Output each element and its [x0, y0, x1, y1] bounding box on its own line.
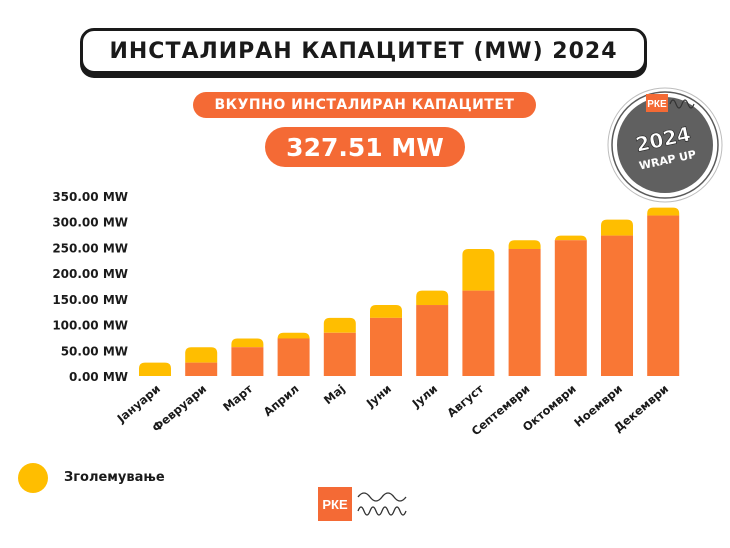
y-tick-label: 150.00 MW: [52, 293, 128, 307]
y-tick-label: 300.00 MW: [52, 216, 128, 230]
y-tick-label: 0.00 MW: [69, 370, 128, 384]
x-tick-label: Април: [261, 382, 302, 419]
wrap-up-badge: РКЕ 2024 WRAP UP: [607, 87, 723, 203]
bar-increase: [323, 317, 356, 333]
total-value: 327.51 MW: [286, 132, 444, 162]
bar-increase: [370, 305, 402, 318]
bar-increase: [416, 290, 449, 306]
bar-increase: [139, 362, 171, 376]
legend-label: Зголемување: [64, 470, 165, 485]
legend-swatch-increase: [18, 463, 48, 493]
bar-base: [554, 240, 587, 376]
x-tick-label: Август: [444, 381, 486, 420]
bar-increase: [508, 240, 541, 249]
bar-base: [185, 362, 218, 376]
x-tick-label: Јули: [409, 382, 440, 412]
bar-increase: [462, 248, 495, 291]
bar-base: [647, 215, 680, 376]
bar-increase: [647, 207, 680, 216]
subtitle-pill: ВКУПНО ИНСТАЛИРАН КАПАЦИТЕТ: [193, 92, 536, 118]
bar-base: [508, 248, 541, 376]
bar-base: [370, 317, 402, 376]
y-tick-label: 200.00 MW: [52, 267, 128, 281]
bar-base: [462, 290, 495, 376]
bar-base: [277, 338, 310, 376]
x-tick-label: Мај: [321, 382, 348, 408]
x-tick-label: Март: [220, 381, 255, 414]
chart-title: ИНСТАЛИРАН КАПАЦИТЕТ (MW) 2024: [109, 38, 618, 64]
bar-chart: 0.00 MW 50.00 MW 100.00 MW 150.00 MW 200.00 …: [52, 190, 680, 438]
bar-base: [416, 305, 449, 376]
y-tick-label: 100.00 MW: [52, 319, 128, 333]
title-box: ИНСТАЛИРАН КАПАЦИТЕТ (MW) 2024: [80, 28, 647, 74]
y-tick-label: 350.00 MW: [52, 190, 128, 204]
badge-brand: РКЕ: [647, 99, 667, 110]
bar-increase: [277, 332, 310, 339]
bar-increase: [185, 347, 218, 363]
logo-brand: РКЕ: [322, 497, 348, 512]
bar-base: [323, 332, 356, 376]
y-tick-label: 50.00 MW: [61, 344, 128, 358]
rke-logo: РКЕ: [318, 487, 407, 521]
bar-increase: [554, 235, 587, 242]
x-tick-label: Јуни: [363, 382, 394, 411]
bar-increase: [601, 219, 633, 236]
total-pill: 327.51 MW: [265, 127, 465, 167]
y-tick-label: 250.00 MW: [52, 241, 128, 255]
bar-base: [601, 235, 633, 376]
subtitle-label: ВКУПНО ИНСТАЛИРАН КАПАЦИТЕТ: [214, 97, 515, 113]
bar-base: [231, 347, 264, 376]
bar-increase: [231, 338, 264, 348]
